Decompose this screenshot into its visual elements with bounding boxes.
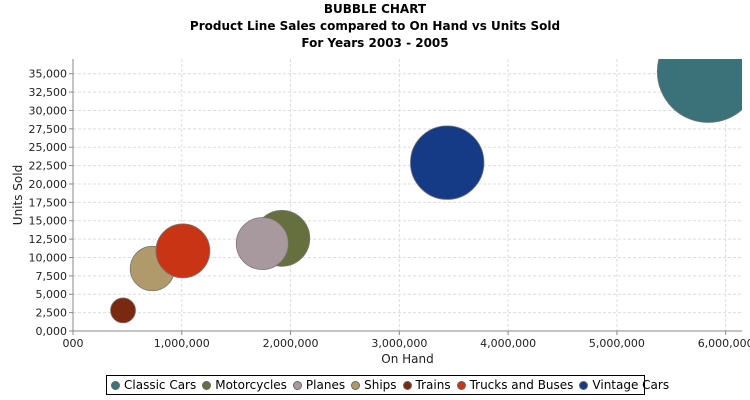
legend-item: Ships <box>351 378 397 392</box>
y-axis-label: Units Sold <box>11 165 25 225</box>
bubbles <box>110 20 750 324</box>
bubble-trucks-and-buses[interactable] <box>155 223 211 279</box>
chart-title: BUBBLE CHART <box>323 2 427 16</box>
x-tick-label: 2,000,000 <box>263 337 319 350</box>
bubble-chart: 000 1,000,000 2,000,000 3,000,000 4,000,000 5… <box>11 20 750 366</box>
legend-label: Trucks and Buses <box>469 378 574 392</box>
legend-swatch-icon <box>456 380 466 390</box>
y-tick-label: 20,000 <box>29 178 68 191</box>
bubble-classic-cars[interactable] <box>656 20 750 123</box>
legend-swatch-icon <box>202 380 212 390</box>
x-tick-label: 3,000,000 <box>371 337 427 350</box>
legend-item: Classic Cars <box>111 378 196 392</box>
legend-label: Trains <box>415 378 451 392</box>
tick-labels: 000 1,000,000 2,000,000 3,000,000 4,000,000 5… <box>29 68 750 350</box>
y-tick-label: 2,500 <box>36 307 68 320</box>
legend-swatch-icon <box>111 380 120 390</box>
y-tick-label: 30,000 <box>29 104 68 117</box>
legend-item: Trains <box>402 378 451 392</box>
x-tick-label: 000 <box>63 337 84 350</box>
y-tick-label: 7,500 <box>36 270 68 283</box>
legend-label: Planes <box>305 378 346 392</box>
x-axis-label: On Hand <box>381 352 433 366</box>
y-tick-label: 17,500 <box>29 196 68 209</box>
x-tick-label: 1,000,000 <box>154 337 210 350</box>
chart-subtitle-years: For Years 2003 - 2005 <box>301 36 449 50</box>
legend-label: Vintage Cars <box>592 378 670 392</box>
y-tick-label: 35,000 <box>29 68 68 81</box>
x-tick-label: 6,000,000 <box>698 337 750 350</box>
legend-label: Classic Cars <box>124 378 197 392</box>
legend-swatch-icon <box>292 380 302 390</box>
grid-lines <box>73 59 742 331</box>
y-tick-label: 12,500 <box>29 233 68 246</box>
chart-titles: BUBBLE CHART Product Line Sales compared… <box>0 0 750 52</box>
legend-label: Motorcycles <box>215 378 287 392</box>
axes <box>69 59 742 335</box>
bubble-planes[interactable] <box>235 217 289 270</box>
y-tick-label: 32,500 <box>29 86 68 99</box>
bubble-trains[interactable] <box>110 297 136 324</box>
legend-label: Ships <box>364 378 397 392</box>
legend-swatch-icon <box>579 380 589 390</box>
legend-item: Vintage Cars <box>579 378 669 392</box>
plot-area <box>73 59 742 331</box>
y-tick-label: 10,000 <box>29 251 68 264</box>
y-tick-label: 15,000 <box>29 215 68 228</box>
legend-item: Motorcycles <box>202 378 287 392</box>
y-tick-label: 22,500 <box>29 160 68 173</box>
y-tick-label: 27,500 <box>29 123 68 136</box>
legend-swatch-icon <box>351 380 361 390</box>
legend-item: Planes <box>292 378 346 392</box>
legend: Classic Cars Motorcycles Planes Ships Trains… <box>106 375 669 395</box>
chart-subtitle: Product Line Sales compared to On Hand v… <box>189 19 561 33</box>
bubble-vintage-cars[interactable] <box>410 125 485 200</box>
legend-swatch-icon <box>402 380 412 390</box>
x-tick-label: 5,000,000 <box>589 337 645 350</box>
y-tick-label: 5,000 <box>36 288 68 301</box>
legend-item: Trucks and Buses <box>456 378 574 392</box>
x-tick-label: 4,000,000 <box>480 337 536 350</box>
y-tick-label: 0,000 <box>36 325 68 338</box>
y-tick-label: 25,000 <box>29 141 68 154</box>
